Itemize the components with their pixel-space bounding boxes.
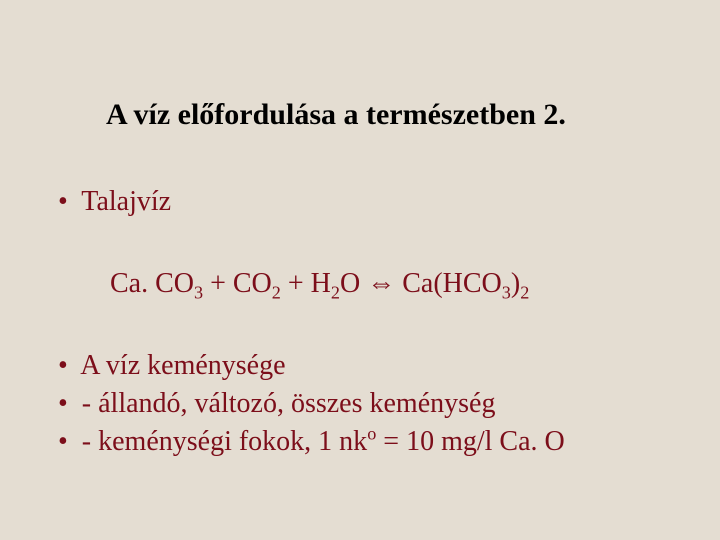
bullet-icon: • (58, 388, 75, 420)
bullet-text: = 10 mg/l Ca. O (376, 426, 564, 457)
content-line: • - állandó, változó, összes keménység (58, 388, 495, 420)
content-line: • - keménységi fokok, 1 nko = 10 mg/l Ca… (58, 426, 565, 458)
bullet-icon: • (58, 186, 75, 218)
bullet-text: Talajvíz (75, 186, 171, 217)
chemical-equation: Ca. CO3 + CO2 + H2O ⇔ Ca(HCO3)2 (110, 268, 529, 300)
equilibrium-arrow-icon: ⇔ (367, 268, 395, 299)
page-title: A víz előfordulása a természetben 2. (106, 98, 566, 132)
content-line: • A víz keménysége (58, 350, 286, 382)
bullet-icon: • (58, 350, 75, 382)
content-line: • Talajvíz (58, 186, 171, 218)
bullet-text: A víz keménysége (75, 350, 286, 381)
slide: A víz előfordulása a természetben 2. • T… (0, 0, 720, 540)
bullet-icon: • (58, 426, 75, 458)
bullet-text: - állandó, változó, összes keménység (75, 388, 496, 419)
degree-symbol: o (367, 424, 376, 444)
bullet-text: - keménységi fokok, 1 nk (75, 426, 367, 457)
